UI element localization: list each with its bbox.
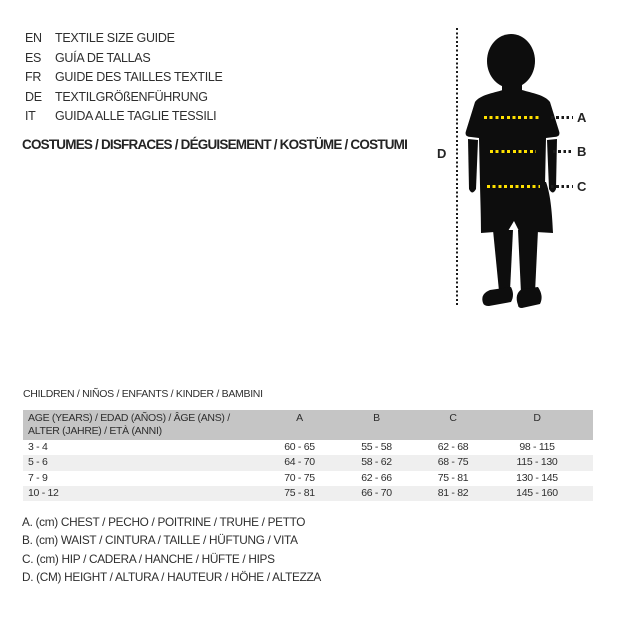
chest-cell: 75 - 81 [284, 486, 315, 499]
height-cell: 98 - 115 [519, 441, 555, 453]
height-cell: 130 - 145 [516, 471, 558, 484]
silhouette-shorts [480, 182, 553, 233]
waist-cell: 55 - 58 [361, 441, 392, 453]
category-heading: COSTUMES / DISFRACES / DÉGUISEMENT / KOS… [22, 137, 408, 152]
section-heading: CHILDREN / NIÑOS / ENFANTS / KINDER / BA… [23, 388, 263, 400]
height-measure-dotted-line [456, 28, 458, 307]
silhouette-right-shoe [516, 287, 542, 308]
language-label: TEXTILGRÖßENFÜHRUNG [55, 89, 208, 104]
waist-cell: 66 - 70 [361, 486, 392, 499]
table-row: 3 - 4 60 - 65 55 - 58 62 - 68 98 - 115 [23, 440, 593, 455]
language-row-en: EN TEXTILE SIZE GUIDE [25, 31, 223, 51]
age-cell: 7 - 9 [28, 471, 48, 484]
language-label: GUÍA DE TALLAS [55, 50, 151, 65]
table-row: 7 - 9 70 - 75 62 - 66 75 - 81 130 - 145 [23, 471, 593, 486]
chest-cell: 70 - 75 [284, 471, 315, 484]
hip-cell: 62 - 68 [437, 441, 469, 453]
hip-cell: 68 - 75 [437, 456, 469, 469]
age-column-header: AGE (YEARS) / EDAD (AÑOS) / ÂGE (ANS) / … [23, 412, 261, 437]
language-label: TEXTILE SIZE GUIDE [55, 31, 175, 45]
column-header-d: D [533, 412, 541, 424]
age-cell: 3 - 4 [28, 441, 48, 453]
language-list: EN TEXTILE SIZE GUIDE ES GUÍA DE TALLAS … [25, 31, 223, 129]
chest-measure-dotted-line [484, 116, 540, 119]
chest-cell: 64 - 70 [284, 456, 315, 469]
language-code: ES [25, 50, 42, 65]
column-header-c: C [449, 412, 457, 424]
silhouette-head [487, 34, 535, 88]
language-label: GUIDE DES TAILLES TEXTILE [55, 70, 223, 84]
column-header-a: A [296, 412, 303, 424]
waist-cell: 58 - 62 [361, 456, 392, 469]
language-code: EN [25, 31, 42, 45]
language-row-fr: FR GUIDE DES TAILLES TEXTILE [25, 70, 223, 90]
age-cell: 5 - 6 [28, 456, 48, 469]
language-row-de: DE TEXTILGRÖßENFÜHRUNG [25, 90, 223, 110]
column-header-b: B [373, 412, 380, 424]
table-row: 10 - 12 75 - 81 66 - 70 81 - 82 145 - 16… [23, 485, 593, 502]
legend-item-chest: A. (cm) CHEST / PECHO / POITRINE / TRUHE… [22, 515, 306, 529]
silhouette-left-leg [493, 230, 513, 291]
waist-cell: 62 - 66 [361, 471, 392, 484]
chest-cell: 60 - 65 [284, 441, 315, 453]
height-cell: 115 - 130 [516, 456, 558, 469]
language-label: GUIDA ALLE TAGLIE TESSILI [55, 109, 217, 123]
table-row: 5 - 6 64 - 70 58 - 62 68 - 75 115 - 130 [23, 455, 593, 471]
size-table-header-row: AGE (YEARS) / EDAD (AÑOS) / ÂGE (ANS) / … [23, 410, 593, 440]
age-header-line1: AGE (YEARS) / EDAD (AÑOS) / ÂGE (ANS) / [28, 412, 230, 424]
legend-item-waist: B. (cm) WAIST / CINTURA / TAILLE / HÜFTU… [22, 533, 298, 548]
waist-measure-dotted-line [490, 150, 536, 153]
age-header-line2: ALTER (JAHRE) / ETÀ (ANNI) [28, 424, 162, 437]
silhouette-right-leg [518, 230, 538, 293]
silhouette-left-shoe [482, 287, 513, 306]
child-silhouette [465, 34, 560, 308]
measure-label-d: D [437, 146, 447, 161]
measure-legend: A. (cm) CHEST / PECHO / POITRINE / TRUHE… [22, 513, 321, 587]
language-row-it: IT GUIDA ALLE TAGLIE TESSILI [25, 109, 223, 129]
hip-measure-dotted-line [487, 185, 540, 188]
silhouette-tshirt [465, 90, 560, 185]
age-cell: 10 - 12 [28, 486, 59, 499]
chest-leader-dotted-line [551, 116, 573, 119]
measure-label-b: B [577, 144, 587, 159]
legend-item-hip: C. (cm) HIP / CADERA / HANCHE / HÜFTE / … [22, 551, 275, 566]
language-row-es: ES GUÍA DE TALLAS [25, 51, 223, 71]
waist-leader-dotted-line [553, 150, 573, 153]
legend-item-height: D. (CM) HEIGHT / ALTURA / HAUTEUR / HÖHE… [22, 570, 321, 585]
hip-cell: 75 - 81 [437, 471, 469, 484]
language-code: DE [25, 89, 42, 104]
silhouette-left-arm [468, 139, 478, 193]
hip-cell: 81 - 82 [437, 486, 469, 499]
language-code: IT [25, 109, 36, 123]
language-code: FR [25, 70, 42, 84]
hip-leader-dotted-line [551, 185, 573, 188]
measure-label-c: C [577, 179, 587, 194]
size-table: AGE (YEARS) / EDAD (AÑOS) / ÂGE (ANS) / … [23, 410, 593, 502]
height-cell: 145 - 160 [516, 486, 558, 499]
measure-label-a: A [577, 110, 587, 125]
